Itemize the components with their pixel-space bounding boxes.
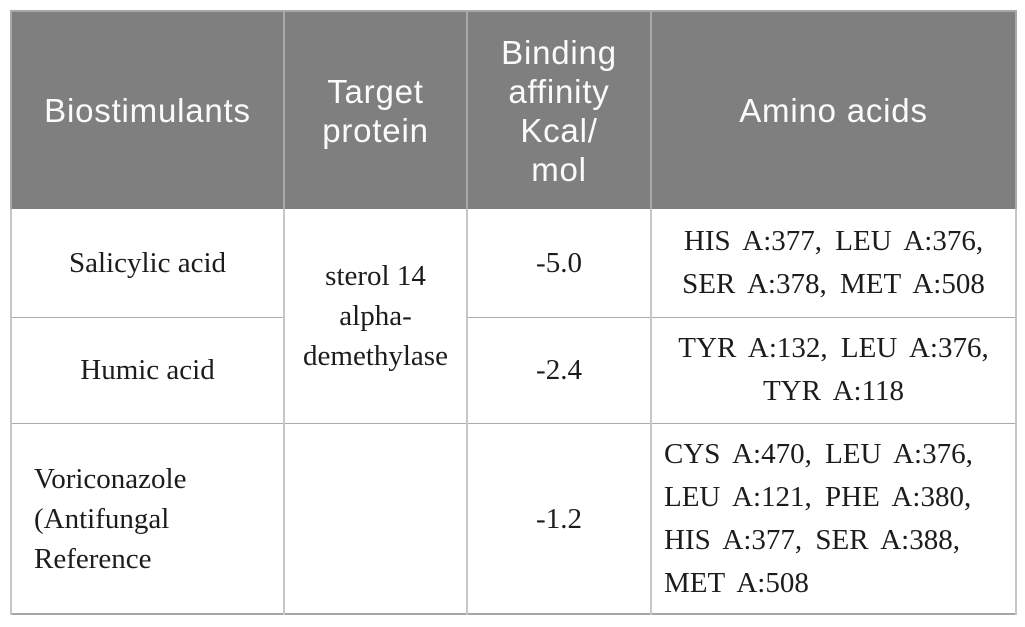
col-header-target-protein: Target protein — [283, 11, 468, 209]
cell-amino-acids-humic-acid: TYR A:132, LEU A:376, TYR A:118 — [650, 316, 1017, 425]
cell-biostimulant-voriconazole: Voriconazole (Antifungal Reference — [10, 423, 285, 615]
table-row-salicylic-acid: Salicylic acid sterol 14 alpha- demethyl… — [10, 209, 1017, 425]
cell-binding-affinity-voriconazole: -1.2 — [466, 423, 652, 615]
cell-target-protein-merged: sterol 14 alpha- demethylase — [283, 209, 468, 425]
cell-biostimulant-salicylic-acid: Salicylic acid — [10, 209, 285, 318]
table-header: Biostimulants Target protein Binding aff… — [10, 11, 1017, 209]
cell-amino-acids-voriconazole: CYS A:470, LEU A:376, LEU A:121, PHE A:3… — [650, 423, 1017, 615]
cell-biostimulant-humic-acid: Humic acid — [10, 316, 285, 425]
cell-binding-affinity-salicylic-acid: -5.0 — [466, 209, 652, 318]
table-row-humic-acid: Humic acid -2.4 TYR A:132, LEU A:376, TY… — [10, 316, 1017, 425]
cell-binding-affinity-humic-acid: -2.4 — [466, 316, 652, 425]
col-header-biostimulants: Biostimulants — [10, 11, 285, 209]
table-container: Biostimulants Target protein Binding aff… — [10, 10, 1017, 615]
cell-amino-acids-salicylic-acid: HIS A:377, LEU A:376, SER A:378, MET A:5… — [650, 209, 1017, 318]
col-header-binding-affinity: Binding affinity Kcal/ mol — [466, 11, 652, 209]
docking-results-table: Biostimulants Target protein Binding aff… — [10, 10, 1017, 615]
table-body: Salicylic acid sterol 14 alpha- demethyl… — [10, 209, 1017, 615]
cell-target-protein-empty — [283, 423, 468, 615]
header-row: Biostimulants Target protein Binding aff… — [10, 11, 1017, 209]
col-header-amino-acids: Amino acids — [650, 11, 1017, 209]
table-row-voriconazole: Voriconazole (Antifungal Reference -1.2 … — [10, 423, 1017, 615]
